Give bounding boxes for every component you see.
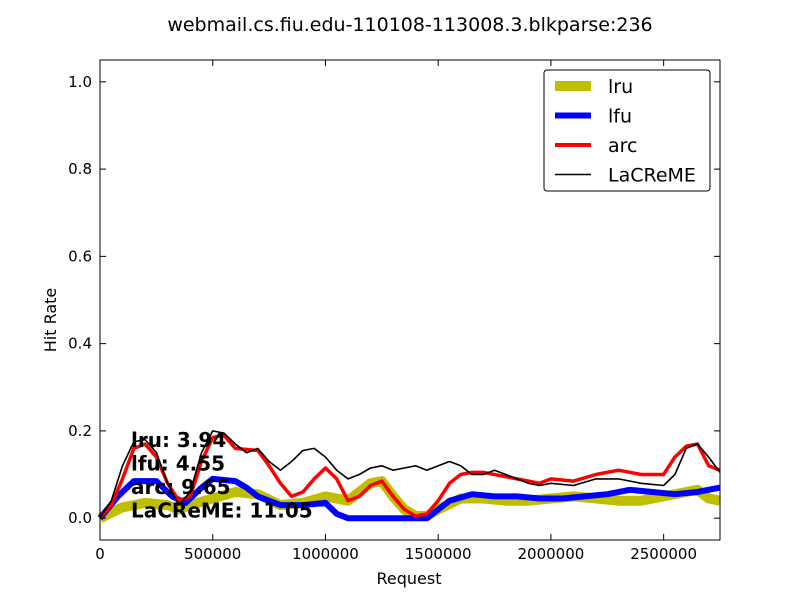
series-layer [97, 430, 721, 523]
annotation-lfu: lfu: 4.55 [131, 452, 225, 476]
x-tick-label: 1000000 [292, 545, 359, 563]
x-tick-label: 0 [95, 545, 105, 563]
plot-frame [99, 59, 721, 541]
legend-box [543, 69, 711, 192]
annotation-lacreme: LaCReME: 11.05 [131, 499, 313, 523]
y-tick-label: 0.2 [68, 422, 92, 440]
y-tick-label: 0.4 [68, 335, 92, 353]
tick-layer: 0 500000 1000000 1500000 2000000 2500000 0.0 0.… [68, 60, 720, 563]
y-tick-label: 0.6 [68, 247, 92, 265]
annotation-lru: lru: 3.94 [131, 428, 226, 452]
x-tick-label: 1500000 [405, 545, 472, 563]
legend-label-lfu: lfu [608, 106, 632, 128]
legend-label-lacreme: LaCReME [608, 165, 696, 187]
x-tick-label: 2500000 [630, 545, 697, 563]
chart-title: webmail.cs.fiu.edu-110108-113008.3.blkpa… [167, 14, 652, 36]
legend-label-lru: lru [608, 76, 633, 98]
y-tick-label: 1.0 [68, 73, 92, 91]
y-tick-label: 0.0 [68, 509, 92, 527]
series-line-arc [98, 433, 721, 520]
legend-items: lru lfu arc LaCReME [555, 76, 696, 187]
legend: lru lfu arc LaCReME [543, 69, 711, 192]
x-tick-label: 500000 [184, 545, 241, 563]
y-axis-label: Hit Rate [41, 288, 60, 353]
series-line-lacreme [99, 430, 721, 519]
annotation-arc: arc: 9.65 [131, 475, 231, 499]
y-tick-label: 0.8 [68, 160, 92, 178]
x-tick-label: 2000000 [518, 545, 585, 563]
series-line-lfu [97, 475, 721, 522]
x-axis-label: Request [377, 569, 442, 588]
legend-label-arc: arc [608, 135, 637, 157]
